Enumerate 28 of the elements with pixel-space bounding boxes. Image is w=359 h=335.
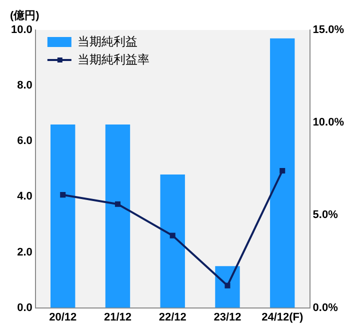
bar	[160, 174, 185, 308]
y-tick-label: 6.0	[17, 135, 32, 148]
y-tick-label: 0.0	[17, 302, 32, 314]
y-tick-label: 10.0	[10, 24, 32, 36]
y-tick-label: 2.0	[17, 246, 32, 258]
y2-tick-label: 15.0%	[312, 24, 344, 36]
point	[170, 232, 176, 238]
x-tick-label: 24/12(F)	[262, 311, 304, 324]
x-tick-label: 22/12	[158, 311, 186, 324]
legend-label: 当期純利益	[77, 34, 138, 48]
y2-tick-label: 5.0%	[312, 209, 338, 222]
y-axis-title: (億円)	[10, 9, 40, 22]
point	[114, 201, 120, 207]
y2-tick-label: 10.0%	[312, 116, 344, 129]
bar	[105, 124, 130, 308]
x-tick-label: 20/12	[49, 311, 77, 324]
y-tick-label: 8.0	[17, 80, 32, 92]
bar	[270, 38, 295, 308]
point	[224, 282, 230, 288]
x-tick-label: 23/12	[214, 311, 242, 324]
point	[60, 192, 66, 198]
point	[280, 168, 286, 174]
x-tick-label: 21/12	[104, 311, 132, 324]
y-tick-label: 4.0	[17, 190, 32, 203]
legend-label: 当期純利益率	[77, 52, 150, 66]
y2-tick-label: 0.0%	[312, 302, 338, 314]
bar	[215, 266, 240, 308]
bar	[50, 124, 76, 308]
